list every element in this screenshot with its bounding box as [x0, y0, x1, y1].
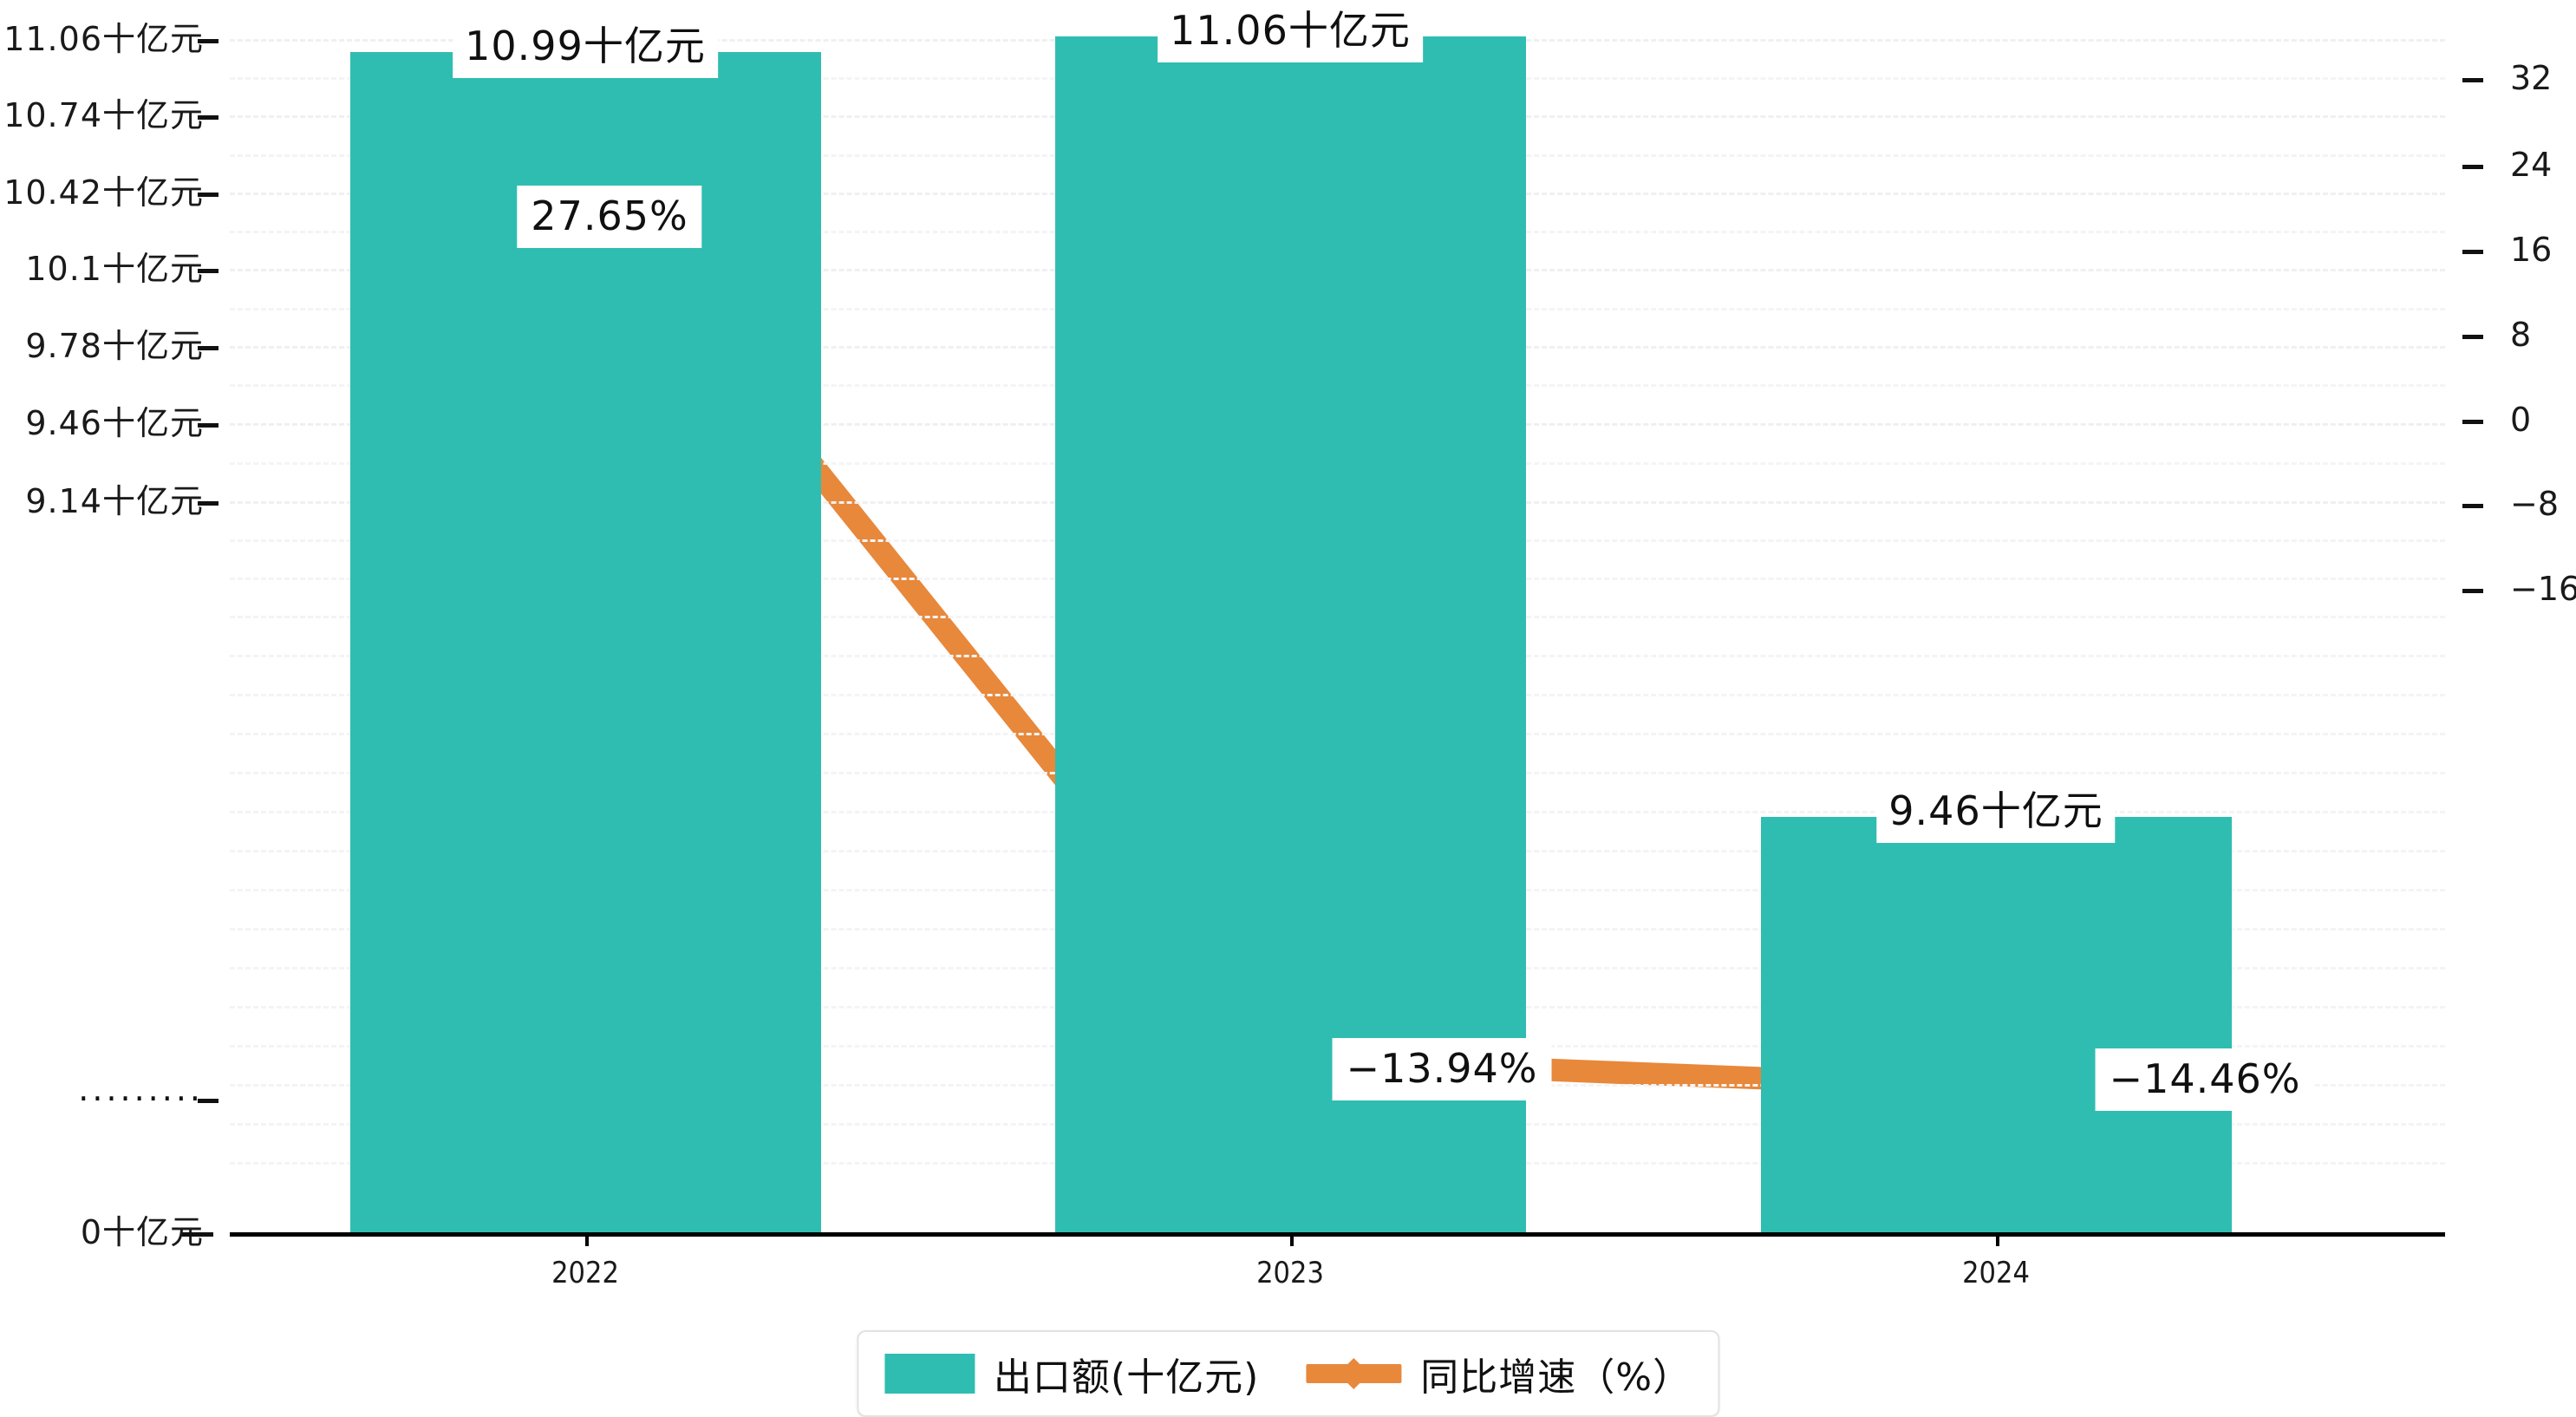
legend-label-bar: 出口额(十亿元): [993, 1355, 1260, 1400]
chart-legend: 出口额(十亿元) 同比增速（%）: [856, 1330, 1720, 1417]
x-axis-tick-label-2022: 2022: [551, 1256, 619, 1290]
growth-value-label-2023: −13.94%: [1332, 1038, 1552, 1100]
x-axis-tick-mark: [1996, 1232, 1999, 1246]
legend-item-line[interactable]: 同比增速（%）: [1306, 1346, 1692, 1401]
x-axis-tick-mark: [1290, 1232, 1294, 1246]
y-axis-left-tick-mark: [198, 193, 218, 197]
y-axis-left-tick-label: 9.46十亿元: [25, 404, 204, 442]
bar-2024[interactable]: [1760, 817, 2232, 1232]
y-axis-left-tick-mark: [198, 115, 218, 120]
bar-value-label-2023: 11.06十亿元: [1158, 2, 1423, 62]
y-axis-right-tick-label: 8: [2510, 316, 2532, 354]
y-axis-right-tick-label: 32: [2510, 59, 2553, 97]
x-axis-tick-label-2023: 2023: [1256, 1256, 1324, 1290]
legend-swatch-line-icon: [1306, 1354, 1402, 1394]
x-axis-tick-label-2024: 2024: [1962, 1256, 2030, 1290]
bar-2023[interactable]: [1054, 36, 1526, 1232]
growth-value-label-2022: 27.65%: [517, 186, 702, 248]
legend-label-line: 同比增速（%）: [1420, 1355, 1692, 1400]
y-axis-left-tick-mark: [198, 501, 218, 506]
y-axis-break-tick-mark: [198, 1099, 218, 1103]
x-axis-tick-mark: [585, 1232, 589, 1246]
y-axis-left-tick-mark: [182, 1232, 213, 1237]
y-axis-left-tick-mark: [198, 346, 218, 350]
y-axis-left-tick-label: 9.14十亿元: [25, 482, 204, 520]
y-axis-right-tick-label: −8: [2510, 485, 2560, 523]
legend-item-bar[interactable]: 出口额(十亿元): [884, 1346, 1259, 1401]
y-axis-right-tick-label: 16: [2510, 231, 2553, 269]
y-axis-right-tick-label: 24: [2510, 146, 2553, 184]
y-axis-left-tick-label: 10.1十亿元: [25, 250, 204, 288]
y-axis-right-tick-label: −16: [2510, 570, 2576, 608]
y-axis-right-tick-mark: [2462, 78, 2483, 82]
y-axis-left-tick-label: 9.78十亿元: [25, 327, 204, 365]
y-axis-right-tick-mark: [2462, 420, 2483, 424]
y-axis-right-tick-mark: [2462, 335, 2483, 339]
y-axis-right-tick-mark: [2462, 504, 2483, 508]
legend-swatch-bar-icon: [884, 1354, 975, 1394]
y-axis-left-tick-mark: [198, 269, 218, 273]
growth-value-label-2024: −14.46%: [2095, 1048, 2315, 1111]
y-axis-left-tick-label: 11.06十亿元: [3, 20, 204, 58]
y-axis-right-tick-mark: [2462, 589, 2483, 593]
y-axis-right-tick-mark: [2462, 165, 2483, 169]
bar-2022[interactable]: [349, 52, 821, 1232]
y-axis-right-tick-mark: [2462, 250, 2483, 254]
y-axis-right-tick-label: 0: [2510, 401, 2532, 439]
bar-value-label-2022: 10.99十亿元: [453, 17, 718, 78]
y-axis-left-tick-label: 10.42十亿元: [3, 173, 204, 212]
y-axis-left-tick-label: 10.74十亿元: [3, 96, 204, 134]
bar-value-label-2024: 9.46十亿元: [1876, 782, 2116, 843]
y-axis-left-tick-mark: [198, 39, 218, 43]
y-axis-break-marker: ·········: [78, 1080, 204, 1118]
y-axis-left-tick-mark: [198, 423, 218, 428]
x-axis-line: [230, 1232, 2445, 1237]
